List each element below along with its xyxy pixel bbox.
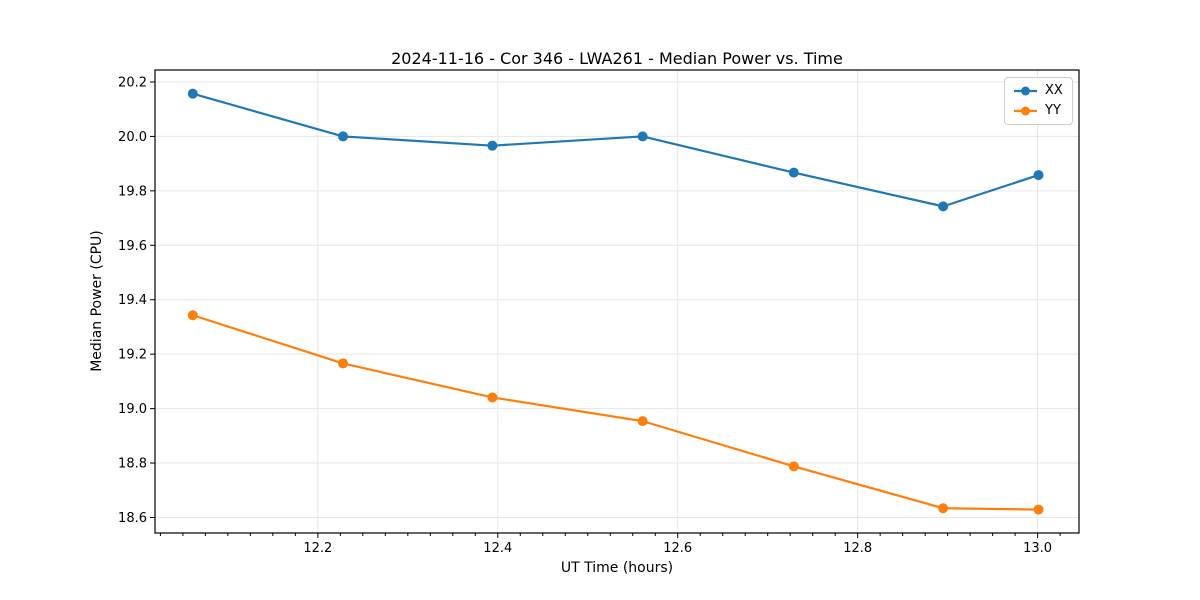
series-xx (187, 88, 1044, 212)
svg-text:19.2: 19.2 (118, 348, 147, 363)
svg-text:19.4: 19.4 (118, 293, 147, 308)
svg-text:19.0: 19.0 (118, 402, 147, 417)
svg-text:12.4: 12.4 (483, 541, 512, 556)
gridlines (155, 70, 1079, 533)
svg-text:18.8: 18.8 (118, 457, 147, 472)
chart-title: 2024-11-16 - Cor 346 - LWA261 - Median P… (391, 49, 843, 68)
svg-text:20.0: 20.0 (118, 130, 147, 145)
legend-line-marker-yy-icon (1014, 106, 1037, 116)
y-axis-label: Median Power (CPU) (89, 230, 105, 372)
svg-text:19.8: 19.8 (118, 184, 147, 199)
axis-ticks (150, 81, 1061, 538)
tick-labels: 12.2 12.4 12.6 12.8 13.0 18.6 18.8 19.0 19.2 19.4… (118, 75, 1052, 556)
svg-text:12.6: 12.6 (663, 541, 692, 556)
svg-text:12.2: 12.2 (303, 541, 332, 556)
series-yy (187, 310, 1044, 515)
plot-border (154, 69, 1080, 534)
x-axis-label: UT Time (hours) (560, 560, 674, 576)
legend-label-xx: XX (1045, 83, 1063, 98)
legend-label-yy: YY (1045, 103, 1061, 118)
legend-item-yy: YY (1013, 102, 1063, 120)
legend-item-xx: XX (1013, 82, 1063, 100)
svg-text:19.6: 19.6 (118, 239, 147, 254)
legend-line-marker-xx-icon (1014, 86, 1037, 96)
svg-text:13.0: 13.0 (1023, 541, 1052, 556)
svg-text:18.6: 18.6 (118, 511, 147, 526)
svg-text:12.8: 12.8 (843, 541, 872, 556)
legend: XX YY (1004, 77, 1073, 125)
svg-text:20.2: 20.2 (118, 75, 147, 90)
